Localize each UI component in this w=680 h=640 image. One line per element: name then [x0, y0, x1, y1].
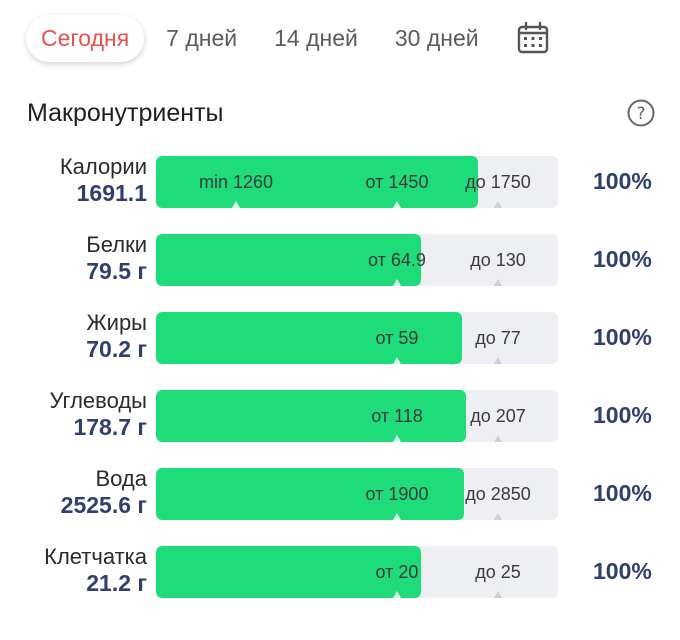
range-marker-tick	[393, 435, 401, 442]
nutrient-row: Вода 2525.6 г от 1900 до 2850 100%	[0, 466, 680, 544]
tab-today[interactable]: Сегодня	[26, 14, 145, 62]
nutrient-row: Белки 79.5 г от 64.9 до 130 100%	[0, 232, 680, 310]
tab-14-days[interactable]: 14 дней	[274, 24, 358, 51]
progress-track: от 1900 до 2850	[156, 468, 558, 520]
nutrient-labels: Жиры 70.2 г	[0, 310, 147, 362]
range-marker-label: до 25	[475, 562, 521, 582]
nutrient-name: Клетчатка	[44, 544, 147, 569]
progress-track: от 59 до 77	[156, 312, 558, 364]
nutrient-row: Клетчатка 21.2 г от 20 до 25 100%	[0, 544, 680, 622]
range-marker-tick	[393, 591, 401, 598]
nutrient-percent: 100%	[593, 558, 652, 584]
range-marker-label: от 59	[375, 328, 419, 348]
nutrient-name: Углеводы	[49, 388, 147, 413]
calendar-icon[interactable]	[516, 21, 550, 55]
progress-fill	[156, 546, 421, 598]
range-marker-tick	[494, 201, 502, 208]
range-marker-label: от 20	[375, 562, 419, 582]
range-marker-tick	[393, 357, 401, 364]
nutrient-labels: Калории 1691.1	[0, 154, 147, 206]
nutrient-value: 2525.6 г	[60, 492, 147, 518]
range-marker-label: от 1450	[365, 172, 429, 192]
range-marker-tick	[393, 201, 401, 208]
nutrient-labels: Углеводы 178.7 г	[0, 388, 147, 440]
progress-track: от 20 до 25	[156, 546, 558, 598]
range-marker-label: до 207	[470, 406, 526, 426]
range-marker-label: min 1260	[198, 172, 274, 192]
period-tabs: Сегодня 7 дней 14 дней 30 дней	[26, 14, 660, 62]
range-marker-tick	[494, 435, 502, 442]
nutrient-value: 178.7 г	[73, 414, 147, 440]
tab-30-days[interactable]: 30 дней	[394, 24, 479, 51]
range-marker-tick	[494, 513, 502, 520]
nutrient-name: Калории	[59, 154, 147, 179]
nutrient-percent: 100%	[593, 324, 652, 350]
nutrient-list: Калории 1691.1 min 1260 от 1450 до 1750 100% Б…	[0, 154, 680, 622]
range-marker-tick	[494, 279, 502, 286]
range-marker-tick	[232, 201, 240, 208]
nutrient-percent: 100%	[593, 246, 652, 272]
range-marker-tick	[494, 357, 502, 364]
section-header: Макронутриенты ?	[27, 94, 655, 132]
nutrient-name: Жиры	[86, 310, 147, 335]
range-marker-label: до 130	[470, 250, 526, 270]
progress-track: от 118 до 207	[156, 390, 558, 442]
range-marker-label: от 118	[371, 406, 423, 426]
progress-track: от 64.9 до 130	[156, 234, 558, 286]
progress-fill	[156, 234, 421, 286]
range-marker-label: до 2850	[465, 484, 531, 504]
range-marker-label: до 77	[475, 328, 521, 348]
range-marker-tick	[393, 513, 401, 520]
nutrient-labels: Вода 2525.6 г	[0, 466, 147, 518]
nutrient-row: Углеводы 178.7 г от 118 до 207 100%	[0, 388, 680, 466]
range-marker-tick	[393, 279, 401, 286]
nutrient-labels: Клетчатка 21.2 г	[0, 544, 147, 596]
nutrient-value: 70.2 г	[86, 336, 147, 362]
range-marker-tick	[494, 591, 502, 598]
range-marker-label: от 64.9	[368, 250, 426, 270]
nutrient-row: Калории 1691.1 min 1260 от 1450 до 1750 100%	[0, 154, 680, 232]
progress-fill	[156, 312, 462, 364]
nutrient-labels: Белки 79.5 г	[0, 232, 147, 284]
progress-fill	[156, 468, 464, 520]
nutrient-percent: 100%	[593, 168, 652, 194]
nutrient-value: 21.2 г	[86, 570, 147, 596]
nutrient-value: 1691.1	[76, 180, 147, 206]
help-icon[interactable]: ?	[627, 99, 655, 127]
nutrient-name: Белки	[86, 232, 147, 257]
svg-text:?: ?	[636, 104, 645, 124]
nutrient-name: Вода	[95, 466, 148, 491]
range-marker-label: от 1900	[365, 484, 429, 504]
section-title: Макронутриенты	[27, 98, 224, 127]
nutrient-percent: 100%	[593, 480, 652, 506]
progress-track: min 1260 от 1450 до 1750	[156, 156, 558, 208]
nutrient-percent: 100%	[593, 402, 652, 428]
progress-fill	[156, 156, 478, 208]
progress-fill	[156, 390, 466, 442]
range-marker-label: до 1750	[465, 172, 531, 192]
nutrient-value: 79.5 г	[86, 258, 147, 284]
nutrient-row: Жиры 70.2 г от 59 до 77 100%	[0, 310, 680, 388]
tab-7-days[interactable]: 7 дней	[166, 24, 238, 51]
